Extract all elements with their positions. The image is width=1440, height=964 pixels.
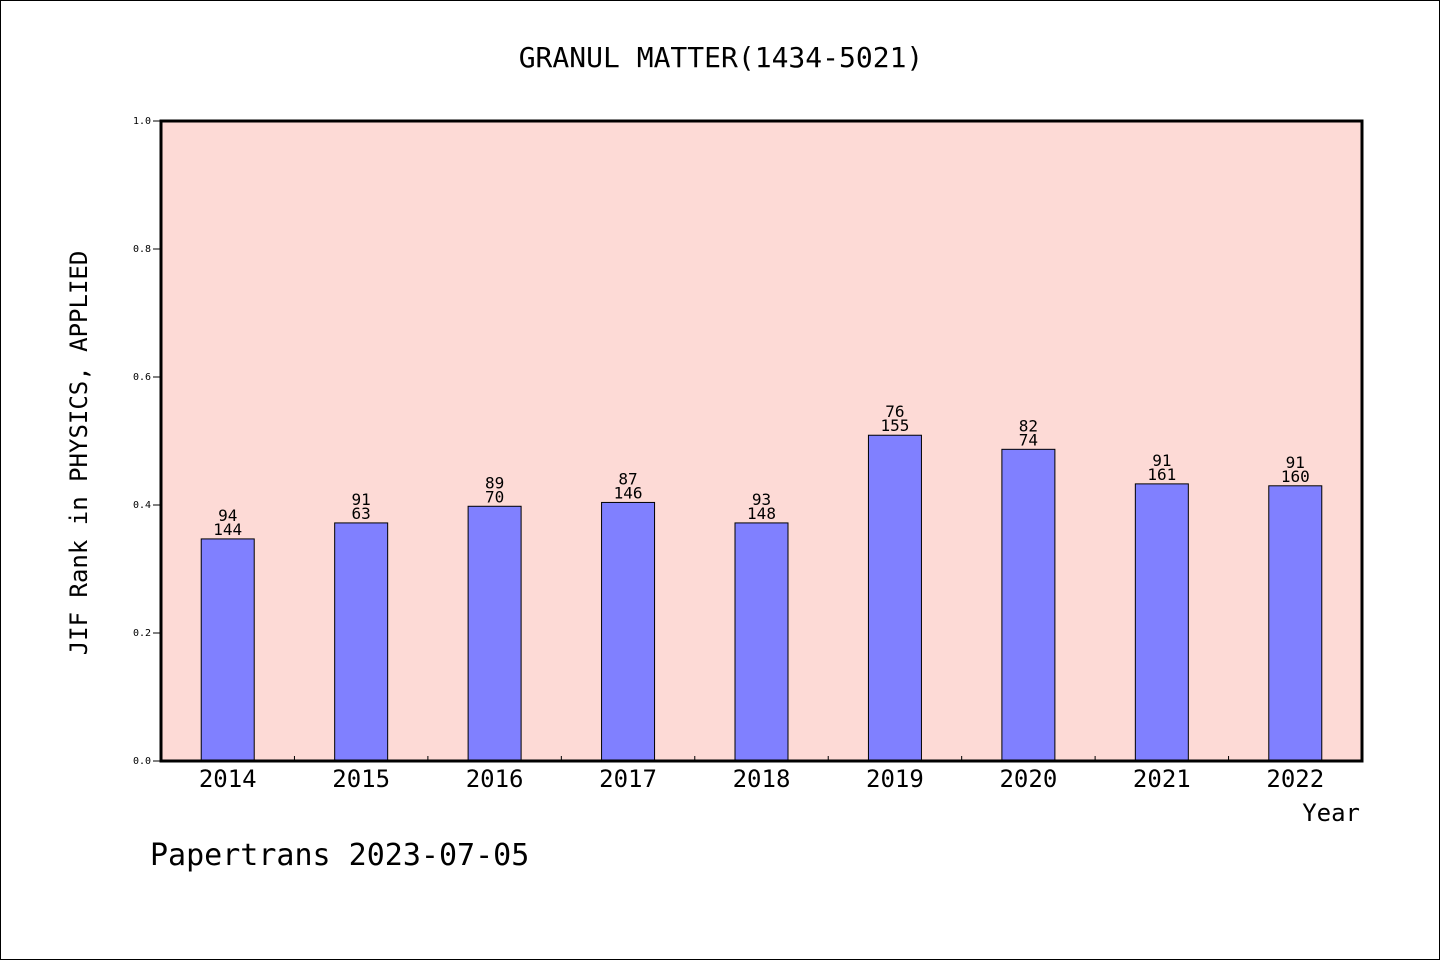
y-tick-label: 1.0 [133, 116, 151, 127]
x-tick-label: 2015 [332, 765, 390, 793]
bar-label-bottom: 148 [747, 504, 776, 523]
y-axis-ticks: 0.0 0.2 0.4 0.6 0.8 1.0 [133, 116, 161, 767]
x-axis-ticks: 2014 2015 2016 2017 2018 2019 2020 2021 2022 [199, 756, 1324, 793]
bar [734, 522, 789, 762]
bar-label-top: 91 [352, 490, 371, 509]
y-tick-label: 0.2 [133, 628, 151, 639]
x-tick-label: 2020 [999, 765, 1057, 793]
bar [867, 434, 922, 762]
bar-label-top: 93 [752, 490, 771, 509]
bar-label-top: 89 [485, 473, 504, 492]
y-tick-label: 0.8 [133, 244, 151, 255]
y-axis-label: JIF Rank in PHYSICS, APPLIED [65, 251, 93, 656]
bar-label-bottom: 161 [1147, 465, 1176, 484]
bar-label-bottom: 144 [213, 520, 242, 539]
bar-label-top: 87 [618, 469, 637, 488]
bar-label-top: 91 [1286, 453, 1305, 472]
y-tick-label: 0.0 [133, 756, 151, 767]
x-tick-label: 2017 [599, 765, 657, 793]
bar-label-top: 82 [1019, 416, 1038, 435]
chart-title: GRANUL MATTER(1434-5021) [519, 41, 924, 74]
plot-border [159, 119, 1364, 763]
footer-credit: Papertrans 2023-07-05 [150, 838, 529, 873]
bar-label-bottom: 160 [1281, 467, 1310, 486]
bar-label-top: 91 [1152, 451, 1171, 470]
x-tick-label: 2018 [733, 765, 791, 793]
bar [334, 522, 389, 762]
bar-label-bottom: 70 [485, 487, 504, 506]
x-axis-label: Year [1302, 799, 1360, 827]
bar-label-bottom: 146 [614, 483, 643, 502]
bar-label-bottom: 63 [352, 504, 371, 523]
bars-group [200, 434, 1323, 762]
x-tick-label: 2016 [466, 765, 524, 793]
x-tick-label: 2019 [866, 765, 924, 793]
bar-label-top: 94 [218, 506, 237, 525]
bar [1268, 485, 1323, 762]
bar [601, 501, 656, 762]
bar [1134, 483, 1189, 762]
bar [1001, 448, 1056, 762]
bar-label-top: 76 [885, 402, 904, 421]
bar [467, 505, 522, 762]
x-tick-label: 2022 [1266, 765, 1324, 793]
bar-label-bottom: 74 [1019, 430, 1038, 449]
x-tick-label: 2014 [199, 765, 257, 793]
bar-label-bottom: 155 [880, 416, 909, 435]
x-tick-label: 2021 [1133, 765, 1191, 793]
y-tick-label: 0.4 [133, 500, 151, 511]
y-tick-label: 0.6 [133, 372, 151, 383]
bar [200, 538, 255, 762]
